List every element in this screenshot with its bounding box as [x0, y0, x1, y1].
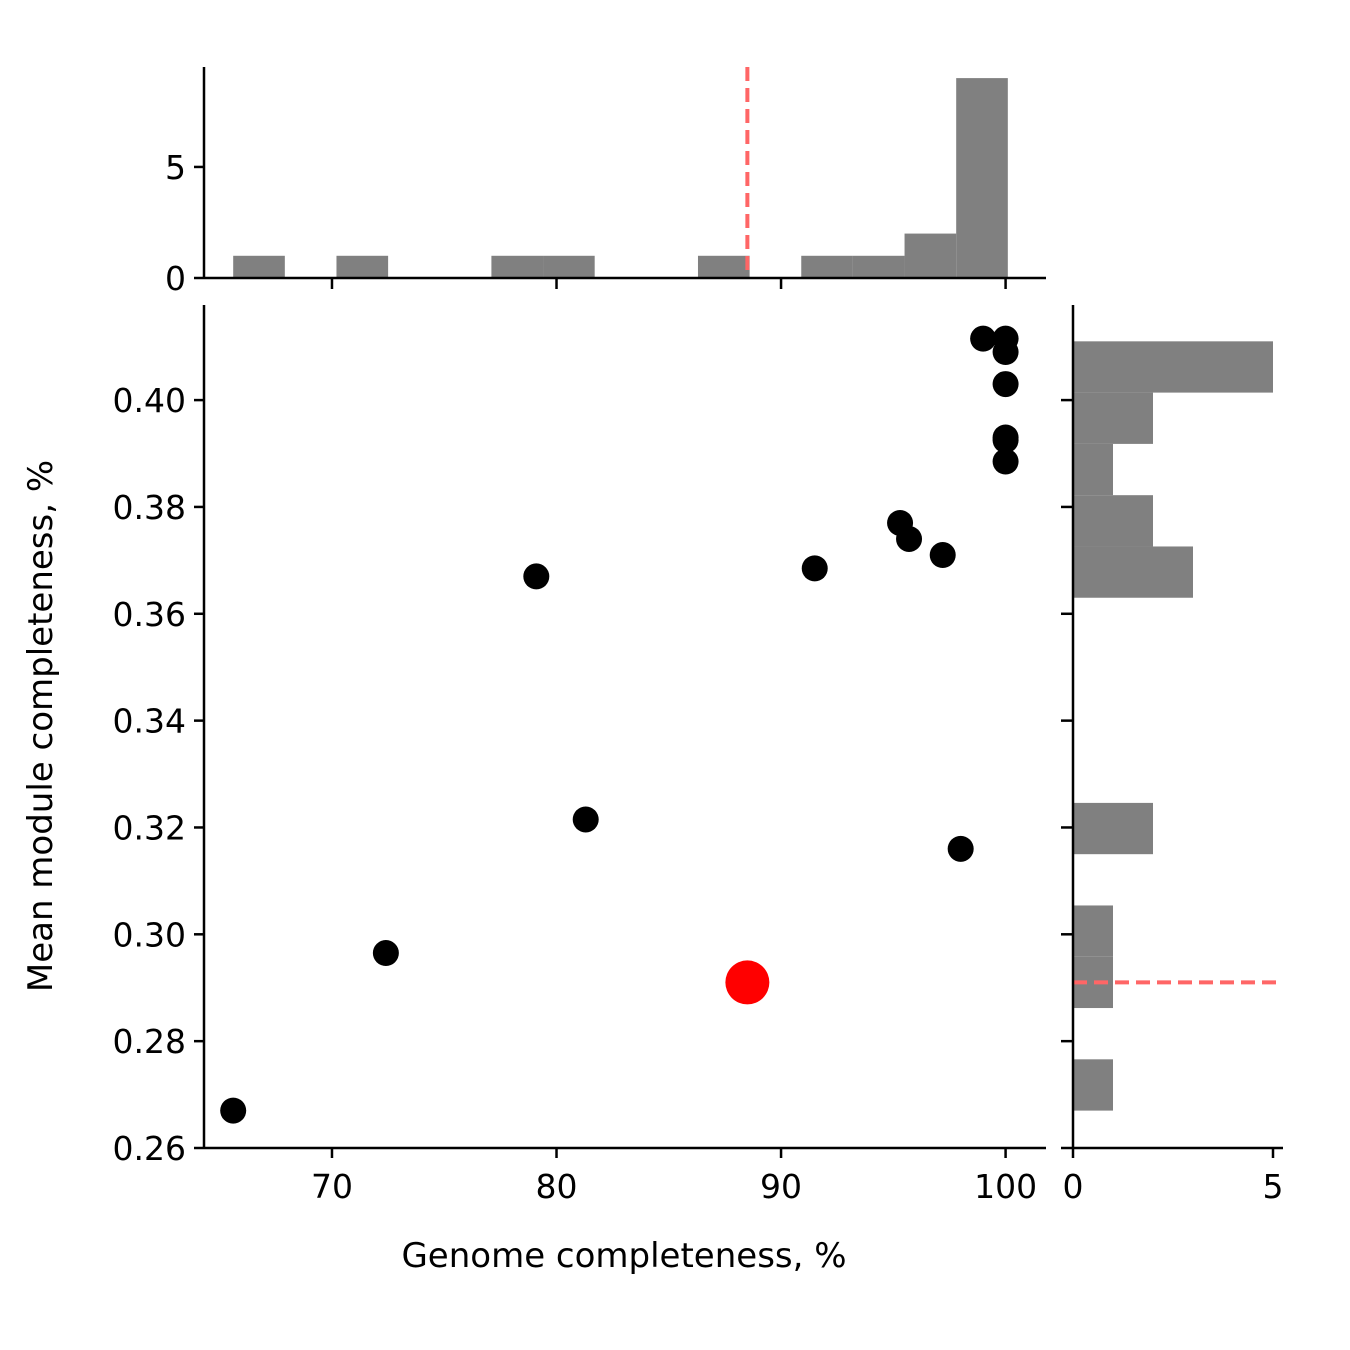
- y-tick-label: 0.30: [113, 915, 186, 954]
- scatter-point: [992, 427, 1019, 454]
- scatter-point: [970, 325, 997, 352]
- y-tick-label: 0.38: [113, 488, 186, 527]
- top-hist-bar: [543, 255, 595, 278]
- right-hist-bar: [1073, 341, 1273, 393]
- highlight-point: [725, 960, 770, 1005]
- x-tick-label: 100: [974, 1167, 1037, 1206]
- x-tick-label: 90: [760, 1167, 802, 1206]
- scatter-point: [929, 542, 956, 569]
- top-hist-bar: [697, 255, 750, 278]
- right-hist-x-tick-label: 5: [1263, 1167, 1284, 1206]
- scatter-point: [896, 525, 923, 552]
- scatter-point: [992, 448, 1019, 475]
- scatter-point: [947, 835, 974, 862]
- x-axis-label: Genome completeness, %: [401, 1236, 846, 1276]
- top-hist-y-tick-label: 5: [165, 148, 186, 187]
- y-tick-label: 0.40: [113, 381, 186, 420]
- right-hist-bar: [1073, 802, 1153, 855]
- top-hist-bar: [956, 78, 1008, 279]
- y-tick-label: 0.26: [113, 1129, 186, 1168]
- right-hist-bar: [1073, 495, 1153, 547]
- top-hist-bar: [904, 233, 957, 278]
- y-tick-label: 0.36: [113, 595, 186, 634]
- scatter-point: [523, 563, 550, 590]
- scatter-point: [992, 339, 1019, 366]
- top-hist-bar: [852, 255, 905, 278]
- scatter-panel: 70 80 90 100 0.26 0.28 0.30 0.32 0.34 0.36 0.38 0.4…: [113, 305, 1046, 1206]
- top-hist-y-tick-label: 0: [165, 259, 186, 298]
- right-hist-bar: [1073, 905, 1113, 957]
- right-hist-bar: [1073, 392, 1153, 444]
- scatter-point: [801, 555, 828, 582]
- scatter-point: [220, 1097, 247, 1124]
- top-hist-bar: [233, 255, 285, 278]
- x-tick-label: 70: [311, 1167, 353, 1206]
- scatter-point: [992, 371, 1019, 398]
- right-hist-bar: [1073, 1059, 1113, 1111]
- top-hist-bar: [336, 255, 389, 278]
- scatter-point: [572, 806, 599, 833]
- top-hist-bar: [801, 255, 853, 278]
- right-hist-x-tick-label: 0: [1063, 1167, 1084, 1206]
- top-hist-bar: [491, 255, 544, 278]
- y-tick-label: 0.34: [113, 702, 186, 741]
- y-tick-label: 0.32: [113, 808, 186, 847]
- right-hist-bar: [1073, 546, 1193, 598]
- y-tick-label: 0.28: [113, 1022, 186, 1061]
- right-hist-bar: [1073, 443, 1113, 496]
- x-tick-label: 80: [536, 1167, 578, 1206]
- top-histogram: 05: [165, 67, 1046, 298]
- y-axis-label: Mean module completeness, %: [21, 460, 61, 992]
- scatter-point: [372, 940, 399, 967]
